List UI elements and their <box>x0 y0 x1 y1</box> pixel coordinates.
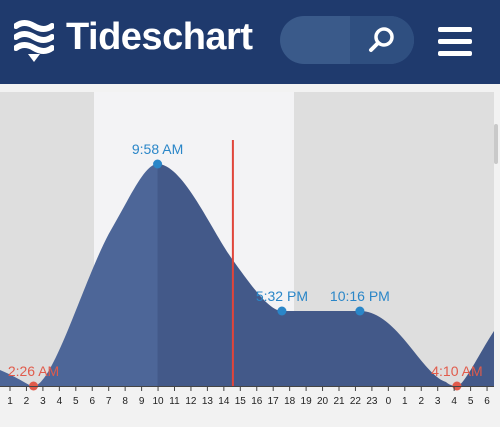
x-tick-label: 18 <box>284 396 296 407</box>
tide-area <box>0 164 494 386</box>
x-tick-label: 13 <box>202 396 214 407</box>
hamburger-menu-button[interactable] <box>438 24 474 60</box>
x-tick-label: 6 <box>484 396 490 407</box>
x-tick-label: 11 <box>169 396 180 407</box>
x-tick-label: 4 <box>57 396 63 407</box>
x-tick-label: 15 <box>235 396 247 407</box>
x-tick-label: 23 <box>366 396 378 407</box>
x-tick-label: 12 <box>185 396 197 407</box>
x-tick-label: 2 <box>24 396 30 407</box>
x-tick-label: 22 <box>350 396 362 407</box>
x-tick-label: 9 <box>139 396 145 407</box>
high-tide-marker[interactable] <box>153 159 163 169</box>
tideschart-logo-icon[interactable] <box>13 18 55 62</box>
x-tick-label: 19 <box>301 396 313 407</box>
scrollbar-thumb[interactable] <box>494 124 498 164</box>
x-tick-label: 3 <box>40 396 46 407</box>
tide-time-label: 4:10 AM <box>431 363 482 379</box>
x-tick-label: 14 <box>218 396 230 407</box>
x-tick-label: 1 <box>7 396 13 407</box>
x-tick-label: 16 <box>251 396 263 407</box>
tide-time-label: 5:32 PM <box>256 288 308 304</box>
x-tick-label: 8 <box>122 396 128 407</box>
search-box <box>280 16 414 64</box>
x-tick-label: 17 <box>268 396 280 407</box>
search-icon <box>369 27 394 52</box>
x-tick-label: 5 <box>468 396 474 407</box>
brand-name[interactable]: Tideschart <box>66 16 253 58</box>
high-tide-marker[interactable] <box>277 306 287 316</box>
x-tick-label: 3 <box>435 396 441 407</box>
x-tick-label: 4 <box>451 396 457 407</box>
x-tick-label: 1 <box>402 396 408 407</box>
x-tick-label: 7 <box>106 396 112 407</box>
x-tick-label: 20 <box>317 396 329 407</box>
high-tide-marker[interactable] <box>355 306 365 316</box>
app-header: Tideschart <box>0 0 500 84</box>
x-tick-label: 5 <box>73 396 79 407</box>
x-tick-label: 6 <box>89 396 95 407</box>
tide-time-label: 10:16 PM <box>330 288 390 304</box>
x-tick-label: 10 <box>152 396 164 407</box>
tide-time-label: 9:58 AM <box>132 141 183 157</box>
tide-time-label: 2:26 AM <box>8 363 59 379</box>
search-button[interactable] <box>350 16 414 64</box>
x-tick-label: 21 <box>333 396 345 407</box>
x-tick-label: 0 <box>386 396 392 407</box>
x-tick-label: 2 <box>418 396 424 407</box>
